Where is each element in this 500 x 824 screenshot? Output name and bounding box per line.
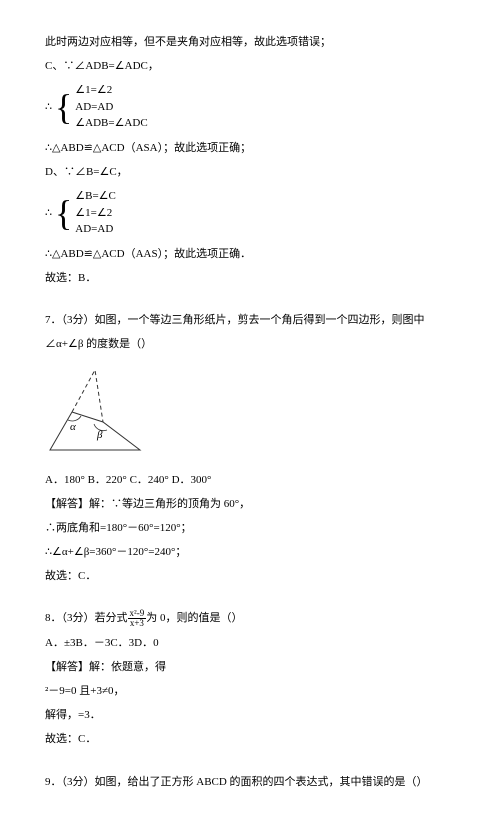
text-line: ∴△ABD≌△ACD（ASA）；故此选项正确； <box>45 136 455 160</box>
options-line: A．±3B．－3C．3D．0 <box>45 631 455 655</box>
solution-line: ²－9=0 且+3≠0， <box>45 679 455 703</box>
brace-line: ∠1=∠2 <box>75 82 147 99</box>
solution-line: ∴∠α+∠β=360°－120°=240°； <box>45 540 455 564</box>
brace-line: AD=AD <box>75 221 116 238</box>
triangle-figure: α β <box>45 365 455 460</box>
text-line: C、∵∠ADB=∠ADC， <box>45 54 455 78</box>
therefore-symbol: ∴ <box>45 201 52 225</box>
fraction: x²-9x+3 <box>128 609 147 628</box>
question-stem: 8．（3分）若分式x²-9x+3为 0，则的值是（） <box>45 606 455 630</box>
svg-text:β: β <box>96 429 103 441</box>
solution-line: 【解答】解：∵等边三角形的顶角为 60°， <box>45 492 455 516</box>
text-line: D、∵∠B=∠C， <box>45 160 455 184</box>
answer-line: 故选：C． <box>45 564 455 588</box>
left-brace-icon: { <box>55 195 72 231</box>
question-stem: 9．（3分）如图，给出了正方形 ABCD 的面积的四个表达式，其中错误的是（） <box>45 770 455 794</box>
left-brace-icon: { <box>55 89 72 125</box>
brace-block-d: ∴ { ∠B=∠C ∠1=∠2 AD=AD <box>45 188 455 238</box>
solution-line: 【解答】解：依题意，得 <box>45 655 455 679</box>
question-stem: 7．（3分）如图，一个等边三角形纸片，剪去一个角后得到一个四边形，则图中∠α+∠… <box>45 308 455 356</box>
brace-line: AD=AD <box>75 99 147 116</box>
brace-line: ∠ADB=∠ADC <box>75 115 147 132</box>
options-line: A．180° B．220° C．240° D．300° <box>45 468 455 492</box>
text-line: 此时两边对应相等，但不是夹角对应相等，故此选项错误； <box>45 30 455 54</box>
brace-block-c: ∴ { ∠1=∠2 AD=AD ∠ADB=∠ADC <box>45 82 455 132</box>
brace-line: ∠B=∠C <box>75 188 116 205</box>
solution-line: ∴两底角和=180°－60°=120°； <box>45 516 455 540</box>
therefore-symbol: ∴ <box>45 95 52 119</box>
brace-line: ∠1=∠2 <box>75 205 116 222</box>
svg-text:α: α <box>70 421 76 433</box>
answer-line: 故选：B． <box>45 266 455 290</box>
text-line: ∴△ABD≌△ACD（AAS）；故此选项正确． <box>45 242 455 266</box>
answer-line: 故选：C． <box>45 727 455 751</box>
